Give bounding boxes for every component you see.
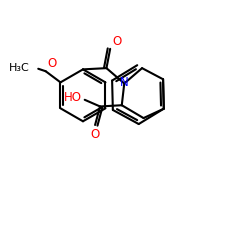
Text: H₃C: H₃C [9, 62, 29, 72]
Text: O: O [47, 57, 56, 70]
Text: N: N [120, 76, 129, 89]
Text: O: O [113, 34, 122, 48]
Text: O: O [90, 128, 99, 141]
Text: HO: HO [64, 91, 82, 104]
